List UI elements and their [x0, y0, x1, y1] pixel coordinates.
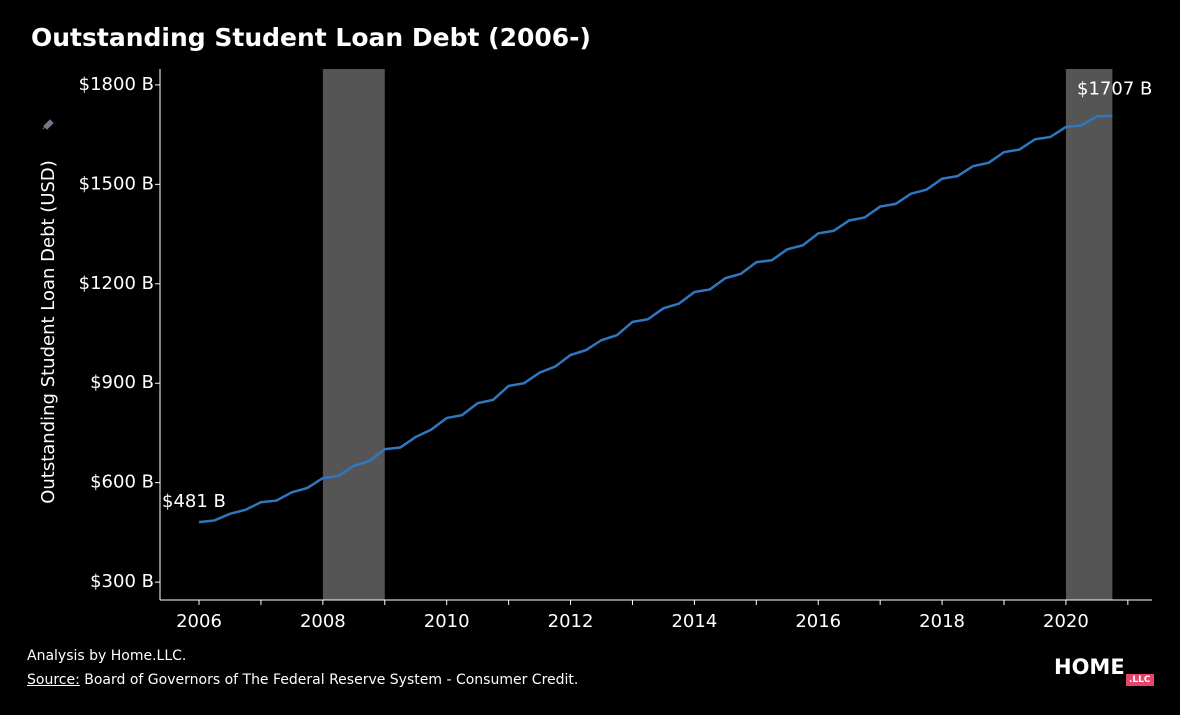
analysis-note: Analysis by Home.LLC.	[27, 648, 187, 664]
x-tick-label: 2010	[424, 611, 470, 632]
y-tick-label: $1800 B	[79, 74, 154, 95]
logo-badge: .LLC	[1126, 674, 1154, 686]
x-tick-label: 2020	[1043, 611, 1089, 632]
value-label: $1707 B	[1077, 79, 1152, 100]
value-label: $481 B	[162, 491, 226, 512]
x-tick-label: 2016	[795, 611, 841, 632]
chart: Outstanding Student Loan Debt (2006-) Ou…	[31, 23, 1152, 632]
pin-icon	[42, 119, 54, 130]
source-line: Source: Board of Governors of The Federa…	[27, 672, 578, 688]
data-line	[198, 114, 1113, 524]
x-tick-label: 2008	[300, 611, 346, 632]
x-tick-label: 2014	[671, 611, 717, 632]
source-label: Source:	[27, 672, 80, 688]
y-tick-label: $900 B	[90, 372, 154, 393]
y-tick-label: $1500 B	[79, 173, 154, 194]
x-tick-label: 2006	[176, 611, 222, 632]
y-axis-label: Outstanding Student Loan Debt (USD)	[38, 160, 59, 504]
source-text: Board of Governors of The Federal Reserv…	[84, 672, 579, 688]
y-tick-label: $300 B	[90, 571, 154, 592]
chart-title: Outstanding Student Loan Debt (2006-)	[31, 23, 591, 52]
x-tick-label: 2012	[548, 611, 594, 632]
x-tick-label: 2018	[919, 611, 965, 632]
logo: HOME	[1054, 655, 1125, 679]
y-tick-label: $600 B	[90, 472, 154, 493]
recession-shade	[322, 69, 385, 600]
y-tick-label: $1200 B	[79, 273, 154, 294]
recession-shade	[1065, 69, 1113, 600]
